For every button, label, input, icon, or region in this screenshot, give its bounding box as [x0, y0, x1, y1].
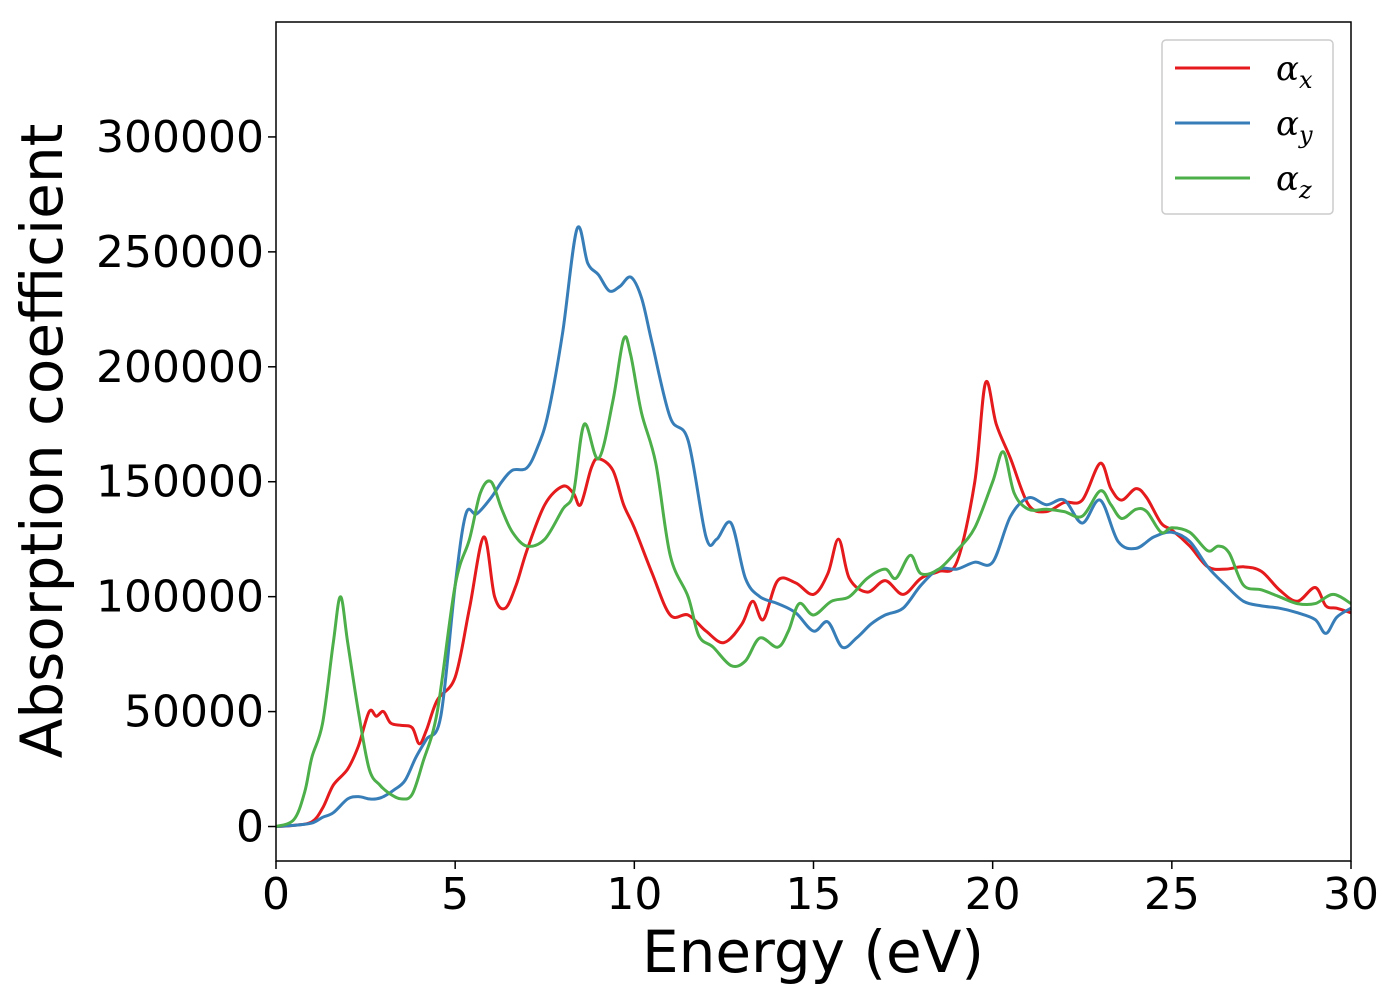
y-tick-label: 0	[236, 802, 264, 853]
y-axis-title: Absorption coefficient	[8, 124, 76, 759]
plot-lines	[275, 225, 1352, 828]
legend-box	[1161, 39, 1334, 215]
series-line-y	[275, 225, 1352, 828]
x-tick-label: 25	[1144, 869, 1200, 920]
x-tick-label: 20	[965, 869, 1021, 920]
y-tick-label: 250000	[96, 227, 264, 278]
y-tick-label: 50000	[124, 687, 264, 738]
x-tick-label: 0	[262, 869, 290, 920]
legend-label-x: αx	[1276, 49, 1313, 94]
legend-label-z: αz	[1276, 159, 1312, 204]
y-tick-label: 200000	[96, 342, 264, 393]
x-axis: 0 5 10 15 20 25 30	[262, 861, 1379, 920]
series-line-z	[275, 335, 1352, 828]
x-tick-label: 5	[441, 869, 469, 920]
legend: αx αy αz	[1161, 39, 1334, 215]
legend-label-y: αy	[1276, 104, 1313, 149]
y-axis: 0 50000 100000 150000 200000 250000 300000	[96, 112, 276, 853]
series-line-x	[275, 379, 1352, 828]
x-axis-title: Energy (eV)	[642, 918, 984, 986]
y-tick-label: 300000	[96, 112, 264, 163]
x-tick-label: 30	[1323, 869, 1379, 920]
y-tick-label: 100000	[96, 572, 264, 623]
y-tick-label: 150000	[96, 457, 264, 508]
x-tick-label: 10	[606, 869, 662, 920]
x-tick-label: 15	[786, 869, 842, 920]
